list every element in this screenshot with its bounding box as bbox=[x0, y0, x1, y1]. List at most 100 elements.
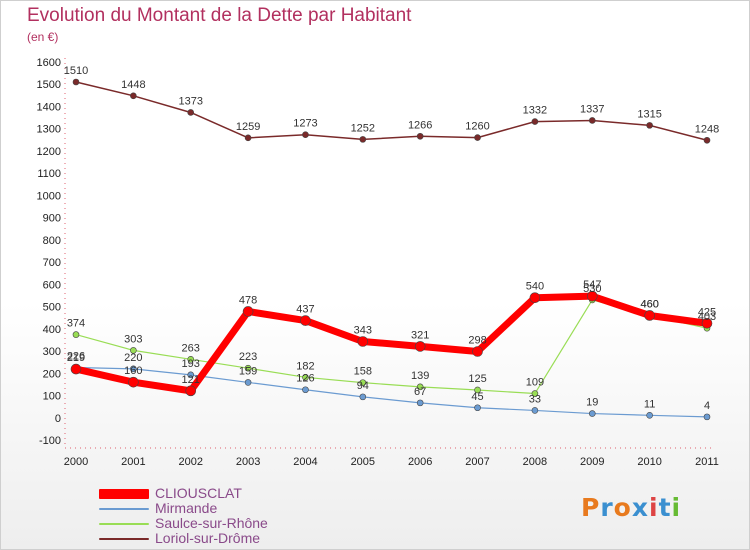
y-tick-label: 100 bbox=[43, 391, 61, 403]
data-label: 109 bbox=[526, 377, 544, 389]
data-point bbox=[302, 386, 309, 394]
proxiti-logo: Proxiti bbox=[581, 493, 681, 522]
data-label: 540 bbox=[526, 281, 544, 293]
data-point bbox=[187, 355, 195, 363]
data-point bbox=[300, 315, 311, 326]
data-label: 219 bbox=[67, 352, 85, 364]
y-tick-label: 0 bbox=[55, 413, 61, 425]
x-tick-label: 2007 bbox=[465, 456, 489, 468]
data-label: 478 bbox=[239, 294, 257, 306]
series-line-3 bbox=[75, 81, 708, 141]
y-tick-label: 600 bbox=[43, 279, 61, 291]
x-tick-label: 2003 bbox=[236, 456, 260, 468]
data-label: 1332 bbox=[523, 105, 547, 117]
data-point bbox=[703, 136, 711, 144]
data-label: 223 bbox=[239, 351, 257, 363]
legend-swatch bbox=[99, 489, 149, 499]
y-tick-label: 400 bbox=[43, 324, 61, 336]
data-label: 298 bbox=[468, 335, 486, 347]
legend-swatch bbox=[99, 508, 149, 510]
data-point bbox=[588, 117, 596, 124]
data-label: 263 bbox=[182, 342, 200, 354]
x-tick-label: 2009 bbox=[580, 456, 604, 468]
data-label: 547 bbox=[583, 279, 601, 291]
legend-swatch bbox=[99, 538, 149, 540]
logo-letter: i bbox=[671, 493, 682, 522]
y-tick-label: -100 bbox=[39, 435, 61, 447]
data-label: 193 bbox=[182, 358, 200, 370]
data-label: 1510 bbox=[64, 65, 88, 77]
x-tick-label: 2008 bbox=[523, 456, 547, 468]
legend-label: Saulce-sur-Rhône bbox=[155, 515, 268, 531]
data-point bbox=[72, 78, 80, 86]
data-label: 125 bbox=[468, 373, 486, 385]
x-tick-label: 2004 bbox=[293, 456, 317, 468]
data-point bbox=[357, 336, 369, 347]
legend-label: Loriol-sur-Drôme bbox=[155, 530, 261, 546]
data-point bbox=[416, 383, 424, 391]
data-point bbox=[244, 379, 252, 386]
data-label: 11 bbox=[644, 398, 655, 410]
logo-letter: o bbox=[613, 493, 632, 522]
data-label: 4 bbox=[704, 400, 710, 412]
data-label: 460 bbox=[640, 298, 658, 310]
data-point bbox=[359, 393, 367, 401]
data-point bbox=[130, 365, 137, 373]
data-label: 226 bbox=[67, 351, 85, 363]
y-tick-label: 1200 bbox=[37, 146, 61, 158]
data-point bbox=[72, 331, 80, 338]
y-tick-label: 500 bbox=[43, 302, 61, 314]
series-line-0 bbox=[75, 292, 708, 395]
data-label: 1259 bbox=[236, 121, 260, 133]
legend-label: CLIOUSCLAT bbox=[155, 485, 242, 501]
data-label: 121 bbox=[182, 374, 200, 386]
x-tick-label: 2002 bbox=[178, 456, 202, 468]
y-tick-label: 800 bbox=[43, 235, 61, 247]
legend-label: Mirmande bbox=[155, 500, 218, 516]
logo-letter: P bbox=[581, 493, 601, 522]
data-label: 182 bbox=[296, 360, 314, 372]
y-tick-label: 1100 bbox=[37, 168, 61, 180]
data-point bbox=[586, 290, 598, 302]
data-point bbox=[185, 385, 197, 397]
x-tick-label: 2005 bbox=[351, 456, 375, 468]
data-point bbox=[130, 92, 137, 100]
data-point bbox=[244, 134, 252, 142]
y-tick-label: 1000 bbox=[37, 190, 61, 202]
x-tick-label: 2001 bbox=[121, 456, 145, 468]
data-point bbox=[359, 379, 367, 386]
data-label: 437 bbox=[296, 304, 314, 316]
data-point bbox=[701, 317, 713, 329]
data-label: 19 bbox=[586, 397, 598, 409]
data-label: 1266 bbox=[408, 119, 432, 131]
data-point bbox=[244, 364, 252, 372]
series-line-1 bbox=[75, 366, 708, 418]
x-tick-label: 2006 bbox=[408, 456, 432, 468]
x-tick-label: 2011 bbox=[695, 456, 719, 468]
data-point bbox=[302, 131, 309, 139]
y-tick-label: 1600 bbox=[37, 57, 61, 69]
data-label: 220 bbox=[124, 352, 142, 364]
data-label: 139 bbox=[411, 370, 429, 382]
data-label: 94 bbox=[357, 380, 369, 392]
data-label: 1260 bbox=[465, 121, 489, 133]
y-tick-label: 700 bbox=[43, 257, 61, 269]
data-label: 33 bbox=[529, 393, 541, 405]
data-point bbox=[130, 347, 137, 354]
y-tick-label: 1400 bbox=[37, 101, 61, 113]
data-label: 1248 bbox=[695, 123, 719, 135]
logo-letter: i bbox=[649, 493, 659, 522]
data-label: 1252 bbox=[351, 122, 375, 134]
data-point bbox=[414, 341, 426, 352]
x-tick-label: 2000 bbox=[64, 456, 88, 468]
data-point bbox=[588, 410, 596, 417]
data-label: 403 bbox=[698, 311, 716, 323]
data-label: 530 bbox=[583, 283, 601, 295]
data-label: 1373 bbox=[178, 95, 202, 107]
data-label: 460 bbox=[640, 298, 658, 310]
data-point bbox=[359, 136, 367, 143]
data-point bbox=[474, 134, 481, 141]
chart-title: Evolution du Montant de la Dette par Hab… bbox=[27, 5, 412, 26]
